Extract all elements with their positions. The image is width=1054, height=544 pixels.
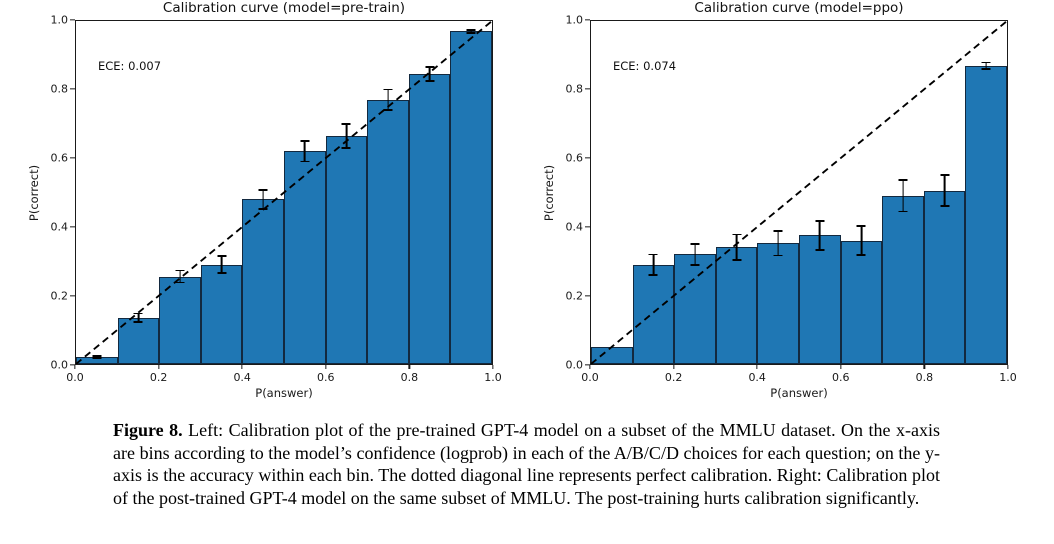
x-tick-mark [840, 365, 842, 369]
y-tick-mark [585, 88, 590, 90]
y-tick-mark [585, 295, 590, 297]
caption-figure-label: Figure 8. [113, 420, 183, 440]
y-tick-label: 0.8 [565, 82, 584, 96]
error-bar [773, 230, 783, 257]
x-axis-label: P(answer) [770, 386, 828, 400]
histogram-bar [408, 74, 451, 364]
error-bar [92, 355, 102, 359]
x-tick-label: 0.2 [149, 371, 168, 384]
figure-caption: Figure 8. Left: Calibration plot of the … [113, 419, 940, 509]
y-tick-label: 0.2 [565, 289, 584, 303]
x-axis-label: P(answer) [255, 386, 313, 400]
error-bar [466, 28, 476, 34]
y-tick-mark [70, 88, 75, 90]
x-tick-mark [74, 365, 76, 369]
x-tick-mark [492, 365, 494, 369]
error-bar [940, 174, 950, 208]
y-axis-label: P(correct) [27, 164, 41, 221]
y-tick-mark [70, 295, 75, 297]
y-tick-mark [585, 157, 590, 159]
caption-text: Left: Calibration plot of the pre-traine… [113, 420, 941, 508]
x-tick-label: 0.0 [581, 371, 599, 384]
calibration-chart-pretrain: Calibration curve (model=pre-train) P(co… [27, 0, 502, 400]
y-tick-label: 0.6 [50, 151, 69, 165]
histogram-bar [325, 135, 368, 364]
y-tick-label: 0.2 [50, 289, 69, 303]
y-tick-label: 1.0 [565, 13, 584, 27]
x-tick-mark [241, 365, 243, 369]
plot-area: ECE: 0.007 [75, 20, 493, 365]
x-tick-label: 0.8 [915, 371, 934, 384]
histogram-bar [799, 235, 841, 364]
x-tick-mark [756, 365, 758, 369]
error-bar [648, 253, 658, 276]
error-bar [341, 123, 351, 149]
x-tick-label: 0.6 [317, 371, 335, 384]
x-tick-mark [157, 365, 160, 369]
error-bar [300, 140, 310, 163]
y-tick-label: 0.0 [565, 358, 584, 372]
y-tick-mark [70, 19, 75, 21]
x-tick-label: 0.0 [66, 371, 84, 384]
ece-annotation: ECE: 0.074 [613, 59, 677, 73]
y-tick-label: 0.4 [50, 220, 69, 234]
x-tick-mark [408, 365, 411, 369]
chart-title: Calibration curve (model=ppo) [694, 0, 904, 16]
x-tick-label: 1.0 [999, 371, 1017, 384]
y-tick-mark [585, 226, 590, 228]
y-tick-mark [70, 226, 75, 228]
x-tick-label: 1.0 [484, 371, 502, 384]
x-tick-mark [589, 365, 591, 369]
error-bar [425, 66, 435, 83]
x-tick-mark [923, 365, 926, 369]
ece-annotation: ECE: 0.007 [98, 59, 162, 73]
error-bar [981, 61, 991, 70]
y-tick-label: 1.0 [50, 13, 69, 27]
y-tick-mark [70, 157, 75, 159]
y-tick-mark [70, 364, 75, 366]
x-tick-mark [325, 365, 327, 369]
x-tick-label: 0.8 [400, 371, 419, 384]
y-tick-label: 0.6 [565, 151, 584, 165]
error-bar [133, 312, 143, 323]
error-bar [690, 242, 700, 266]
chart-title: Calibration curve (model=pre-train) [162, 0, 406, 16]
error-bar [732, 233, 742, 262]
error-bar [856, 225, 866, 256]
y-tick-label: 0.0 [50, 358, 69, 372]
x-tick-label: 0.2 [664, 371, 683, 384]
plot-area: ECE: 0.074 [590, 20, 1008, 365]
bars-layer [591, 21, 1007, 364]
y-tick-label: 0.8 [50, 82, 69, 96]
perfect-calibration-diagonal-line [591, 21, 1007, 364]
y-tick-mark [585, 19, 590, 21]
x-tick-mark [672, 365, 675, 369]
x-tick-mark [1007, 365, 1009, 369]
histogram-bar [674, 254, 716, 364]
x-tick-label: 0.6 [832, 371, 850, 384]
x-tick-label: 0.4 [748, 371, 766, 384]
error-bar [815, 219, 825, 251]
error-bar [175, 269, 185, 284]
error-bar [383, 88, 393, 112]
perfect-calibration-diagonal-line [76, 21, 492, 364]
histogram-bar [757, 243, 799, 364]
histogram-bar [965, 65, 1007, 364]
calibration-chart-ppo: Calibration curve (model=ppo) P(correct)… [542, 0, 1017, 400]
bars-layer [76, 21, 492, 364]
error-bar [217, 255, 227, 274]
histogram-bar [882, 195, 924, 364]
error-bar [898, 179, 908, 213]
y-tick-label: 0.4 [565, 220, 584, 234]
histogram-bar [450, 31, 492, 364]
y-axis-label: P(correct) [542, 164, 556, 221]
y-tick-mark [585, 364, 590, 366]
x-tick-label: 0.4 [233, 371, 251, 384]
histogram-bar [117, 317, 160, 364]
